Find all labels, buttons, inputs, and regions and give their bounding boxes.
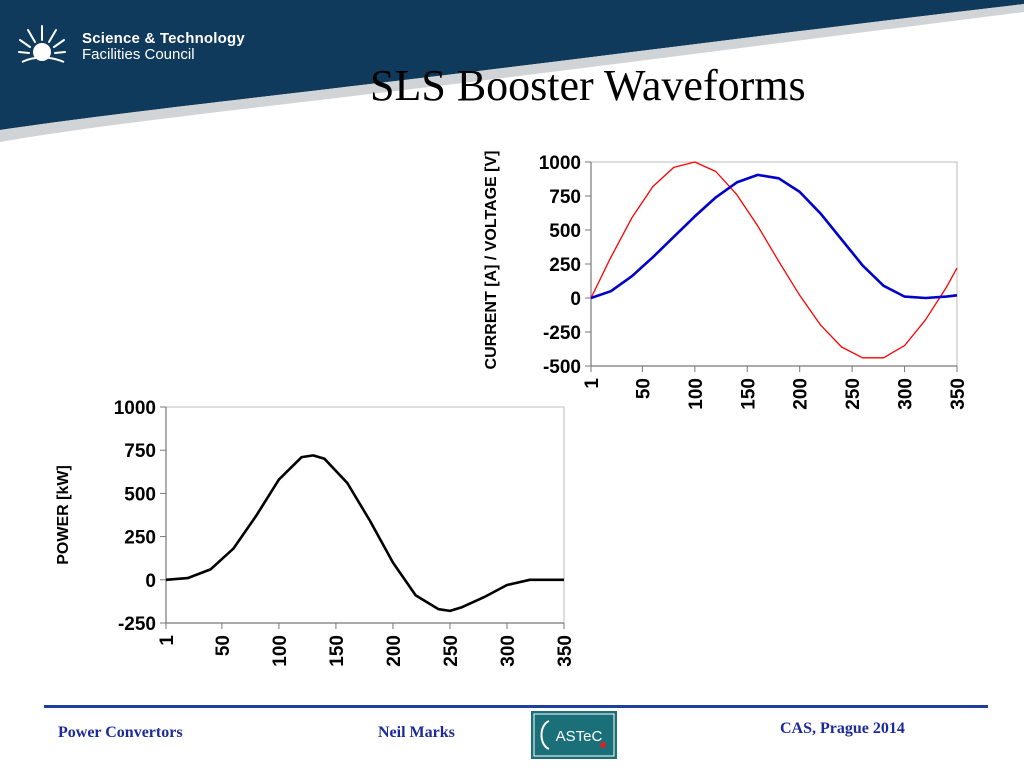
y-axis-label: CURRENT [A] / VOLTAGE [V] bbox=[483, 151, 500, 370]
y-tick-label: 750 bbox=[124, 441, 156, 462]
x-tick-label: 50 bbox=[213, 635, 234, 656]
y-tick-label: 250 bbox=[549, 255, 581, 276]
footer-course-name: Power Convertors bbox=[58, 724, 183, 741]
y-tick-label: -250 bbox=[118, 614, 156, 635]
organization-logo-text: Science & Technology Facilities Council bbox=[82, 30, 245, 63]
slide-title: SLS Booster Waveforms bbox=[370, 61, 806, 110]
x-tick-label: 300 bbox=[896, 378, 917, 410]
x-tick-label: 350 bbox=[948, 378, 969, 410]
x-tick-label: 300 bbox=[498, 635, 519, 667]
footer-author: Neil Marks bbox=[378, 724, 455, 741]
x-tick-label: 50 bbox=[633, 378, 654, 399]
x-tick-label: 250 bbox=[441, 635, 462, 667]
series-line-0 bbox=[165, 454, 564, 613]
x-tick-label: 250 bbox=[843, 378, 864, 410]
x-tick-label: 100 bbox=[270, 635, 291, 667]
footer-divider bbox=[44, 705, 988, 708]
y-tick-label: -500 bbox=[543, 357, 581, 378]
org-name-line1: Science & Technology bbox=[82, 30, 245, 47]
x-tick-label: 1 bbox=[582, 378, 603, 389]
x-tick-label: 200 bbox=[384, 635, 405, 667]
series-line-1 bbox=[590, 173, 958, 300]
x-tick-label: 150 bbox=[738, 378, 759, 410]
x-tick-label: 200 bbox=[791, 378, 812, 410]
x-tick-label: 100 bbox=[686, 378, 707, 410]
header-band bbox=[0, 0, 1024, 142]
y-axis-label: POWER [kW] bbox=[55, 465, 72, 565]
astec-logo: ASTeC bbox=[531, 711, 617, 759]
y-tick-label: 1000 bbox=[539, 153, 581, 174]
y-tick-label: 750 bbox=[549, 187, 581, 208]
y-tick-label: 500 bbox=[124, 484, 156, 505]
y-tick-label: 1000 bbox=[114, 398, 156, 419]
y-tick-label: 0 bbox=[570, 289, 581, 310]
y-tick-label: 0 bbox=[145, 571, 156, 592]
y-tick-label: 250 bbox=[124, 528, 156, 549]
series-line-0 bbox=[590, 161, 958, 359]
org-name-line2: Facilities Council bbox=[82, 46, 195, 63]
x-tick-label: 1 bbox=[157, 635, 178, 646]
y-tick-label: -250 bbox=[543, 323, 581, 344]
stfc-sun-logo-icon bbox=[18, 25, 66, 63]
footer-event: CAS, Prague 2014 bbox=[780, 720, 905, 737]
x-tick-label: 150 bbox=[327, 635, 348, 667]
astec-logo-text: ASTeC bbox=[556, 728, 603, 745]
y-tick-label: 500 bbox=[549, 221, 581, 242]
x-tick-label: 350 bbox=[555, 635, 576, 667]
